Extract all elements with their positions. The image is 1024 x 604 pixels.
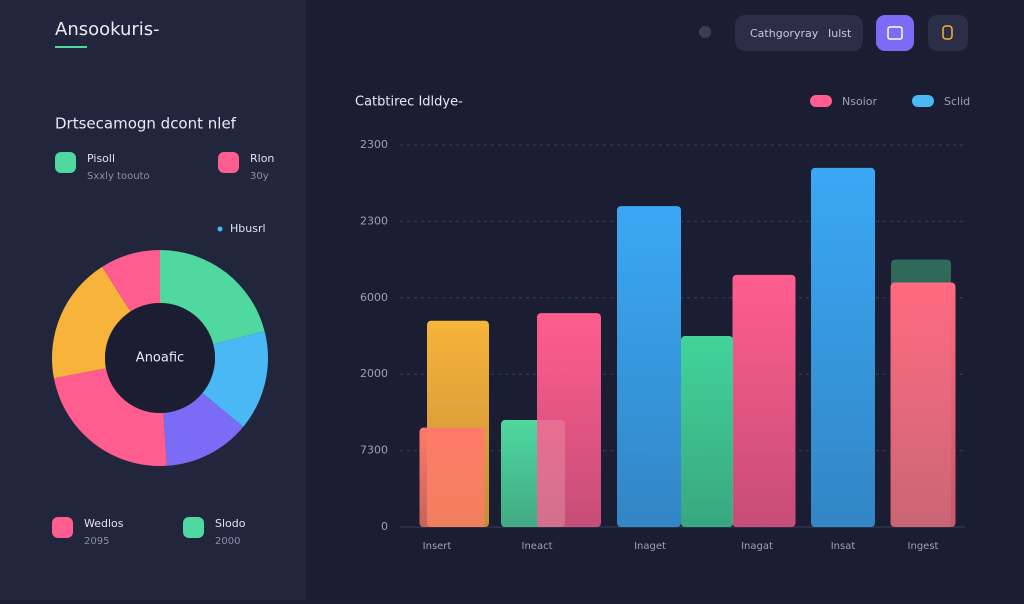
legend-swatch [55,152,76,173]
y-tick-label: 2300 [360,138,388,151]
legend-label: Pisoll [87,152,115,165]
bar [890,282,956,527]
x-tick-label: Insert [423,541,452,552]
legend-sub: 2095 [84,536,109,547]
y-tick-label: 7300 [360,444,388,457]
y-tick-label: 2300 [360,214,388,227]
donut-segment [202,331,269,427]
bar [681,336,733,527]
filter-pill[interactable] [735,15,863,51]
app-title: Ansookuris- [55,19,160,40]
legend-sub: Sxxly toouto [87,171,150,182]
legend-swatch [52,517,73,538]
legend-swatch [912,95,934,107]
legend-swatch [810,95,832,107]
legend-swatch [183,517,204,538]
bar [537,313,601,527]
legend-label: Wedlos [84,517,124,530]
donut-segment [102,250,160,312]
filter-value: Iulst [828,27,852,40]
legend-label: Nsoior [842,95,877,108]
legend-swatch [218,152,239,173]
legend-label: Rlon [250,152,274,165]
sidebar-title: Drtsecamogn dcont nlef [55,115,237,133]
title-underline [55,46,87,48]
notify-icon [942,25,953,40]
donut-segment [53,368,167,467]
legend-sub: 30y [250,171,269,182]
y-tick-label: 2000 [360,367,388,380]
bar [419,427,485,527]
x-tick-label: Inaget [634,541,666,552]
donut-center-label: Anoafic [136,351,184,366]
legend-label: Hbusrl [230,222,266,235]
bar [732,274,796,527]
legend-sub: 2000 [215,536,240,547]
donut-segment [163,393,244,466]
y-tick-label: 6000 [360,291,388,304]
notify-button[interactable] [928,15,968,51]
filter-label: Cathgoryray [750,27,819,40]
calendar-button[interactable] [876,15,914,51]
bar [617,206,681,527]
x-tick-label: Ineact [522,541,553,552]
status-dot [699,26,711,38]
x-tick-label: Inagat [741,541,773,552]
legend-label: Slodo [215,517,246,530]
donut-segment [51,266,131,379]
donut-segment [160,250,265,345]
calendar-icon [887,26,903,40]
x-tick-label: Insat [831,541,856,552]
x-tick-label: Ingest [908,541,939,552]
y-tick-label: 0 [381,520,388,533]
legend-label: Sclid [944,95,970,108]
bar [811,167,875,528]
chart-title: Catbtirec Idldye- [355,95,463,110]
legend-dot [217,226,223,232]
donut-hole [105,303,215,413]
